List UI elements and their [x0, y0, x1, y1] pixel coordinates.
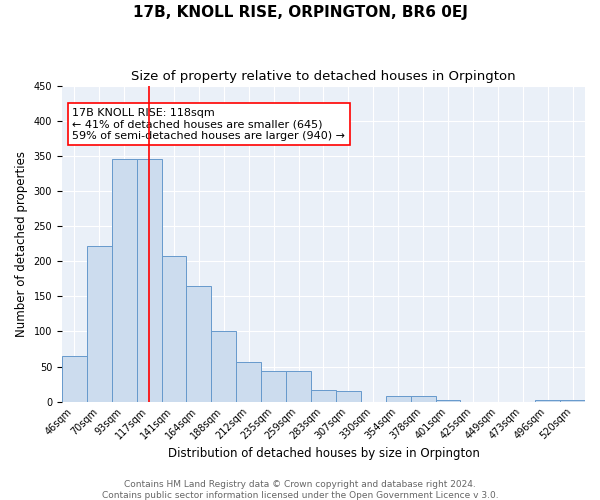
Bar: [286, 372, 311, 402]
Bar: [386, 396, 410, 402]
X-axis label: Distribution of detached houses by size in Orpington: Distribution of detached houses by size …: [167, 447, 479, 460]
Text: 17B KNOLL RISE: 118sqm
← 41% of detached houses are smaller (645)
59% of semi-de: 17B KNOLL RISE: 118sqm ← 41% of detached…: [73, 108, 346, 141]
Bar: [535, 400, 560, 402]
Bar: [187, 286, 211, 402]
Bar: [336, 391, 361, 402]
Bar: [436, 400, 460, 402]
Bar: [311, 390, 336, 402]
Bar: [62, 356, 87, 402]
Text: 17B, KNOLL RISE, ORPINGTON, BR6 0EJ: 17B, KNOLL RISE, ORPINGTON, BR6 0EJ: [133, 5, 467, 20]
Bar: [560, 400, 585, 402]
Bar: [211, 332, 236, 402]
Y-axis label: Number of detached properties: Number of detached properties: [15, 150, 28, 336]
Bar: [137, 160, 161, 402]
Bar: [236, 362, 261, 402]
Bar: [410, 396, 436, 402]
Bar: [87, 246, 112, 402]
Bar: [161, 256, 187, 402]
Text: Contains HM Land Registry data © Crown copyright and database right 2024.
Contai: Contains HM Land Registry data © Crown c…: [101, 480, 499, 500]
Bar: [261, 372, 286, 402]
Bar: [112, 160, 137, 402]
Title: Size of property relative to detached houses in Orpington: Size of property relative to detached ho…: [131, 70, 516, 83]
